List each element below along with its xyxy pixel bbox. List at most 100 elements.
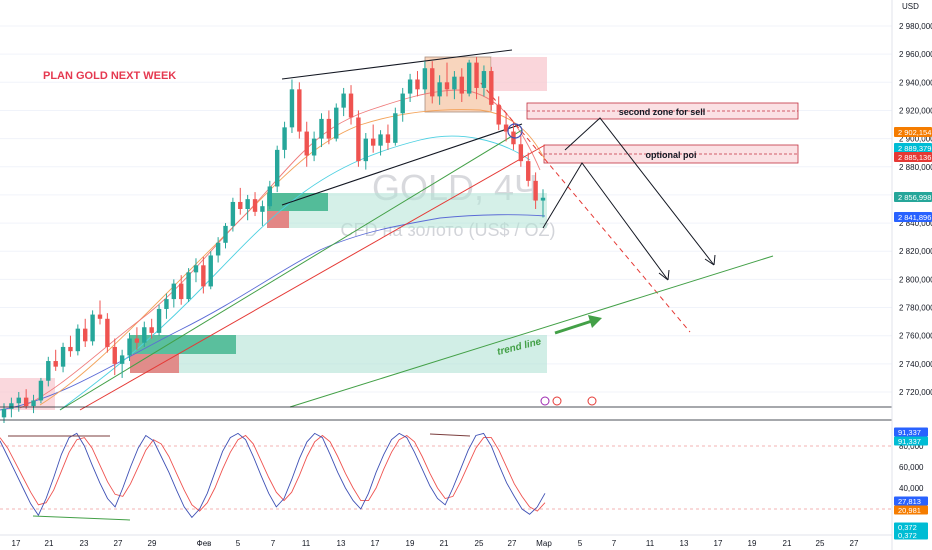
- candle-body: [304, 131, 309, 156]
- oscillator-axis: 40,000 60,000 80,000: [899, 442, 924, 493]
- candle-body: [385, 134, 391, 143]
- candle-body: [238, 201, 243, 209]
- candle-body: [533, 180, 538, 201]
- time-tick-label: 13: [337, 539, 346, 548]
- candle-body: [466, 62, 472, 94]
- candle-body: [274, 149, 280, 187]
- candle-body: [223, 225, 228, 243]
- candle-body: [186, 272, 191, 300]
- price-badge-label: 2 885,136: [898, 153, 931, 162]
- candle-body: [252, 199, 258, 212]
- time-tick-label: 21: [440, 539, 449, 548]
- candle-body: [356, 117, 361, 162]
- time-axis: 17 21 23 27 29 Фев 5 7 11 13 17 19 21 25 27 Мар 5 7 11 13 17…: [12, 539, 859, 548]
- candle-body: [105, 318, 110, 347]
- time-tick-label: 17: [12, 539, 21, 548]
- candle-body: [156, 308, 162, 333]
- candle-body: [489, 71, 494, 105]
- event-icons: [540, 396, 597, 406]
- price-badge: [894, 192, 932, 202]
- time-tick-label: 17: [371, 539, 380, 548]
- price-tick-label: 2 840,000: [899, 219, 932, 228]
- time-tick-label: Фев: [197, 539, 212, 548]
- stochastic-oscillator: [0, 432, 892, 521]
- candle-body: [289, 89, 295, 128]
- candle-body: [31, 400, 36, 407]
- candle-body: [496, 104, 501, 125]
- candle-body: [201, 265, 206, 287]
- candle-body: [112, 346, 117, 364]
- candle-body: [540, 197, 546, 201]
- osc-badge: [894, 436, 928, 446]
- candle-body: [415, 79, 420, 90]
- trend-line: [289, 255, 774, 408]
- bullish-ob-lower: [130, 335, 236, 354]
- candle-body: [430, 68, 435, 97]
- price-tick-label: 2 900,000: [899, 135, 932, 144]
- candle-body: [90, 314, 95, 342]
- price-tick-label: 2 800,000: [899, 275, 932, 284]
- osc-badge-label: 91,337: [898, 428, 921, 437]
- price-tick-label: 2 720,000: [899, 388, 932, 397]
- currency-label: USD: [902, 2, 919, 11]
- candle-body: [97, 314, 103, 319]
- candle-body: [193, 265, 199, 273]
- candle-body: [134, 338, 140, 343]
- bearish-ob-upper: [267, 211, 289, 228]
- candle-body: [245, 199, 250, 209]
- projection-arrow-2: [704, 254, 716, 266]
- time-tick-label: 29: [148, 539, 157, 548]
- candle-body: [149, 327, 154, 333]
- candle-body: [46, 361, 51, 381]
- trend-arrow-head: [588, 315, 602, 328]
- candle-body: [437, 82, 442, 97]
- time-tick-label: 27: [114, 539, 123, 548]
- candle-body: [230, 201, 236, 226]
- price-tick-label: 2 920,000: [899, 106, 932, 115]
- price-tick-label: 2 880,000: [899, 163, 932, 172]
- bullish-ob-upper: [267, 193, 328, 211]
- candle-body: [171, 283, 177, 300]
- candle-body: [38, 380, 44, 401]
- second-sell-zone-label: second zone for sell: [619, 107, 706, 117]
- candle-body: [481, 71, 487, 88]
- candle-body: [363, 138, 368, 162]
- projection-arrow-1: [658, 269, 670, 281]
- time-tick-label: 19: [748, 539, 757, 548]
- candle-body: [1, 408, 7, 418]
- price-badge: [894, 127, 932, 137]
- optional-poi-label: optional poi: [646, 150, 697, 160]
- candle-body: [452, 76, 457, 90]
- candle-body: [68, 346, 73, 352]
- candle-body: [164, 299, 169, 309]
- osc-tick-label: 60,000: [899, 463, 924, 472]
- candle-body: [348, 93, 354, 118]
- projection-path-2: [564, 117, 715, 266]
- osc-badge: [894, 496, 928, 506]
- candle-body: [16, 397, 21, 404]
- price-badge-label: 2 856,998: [898, 193, 931, 202]
- candle-body: [341, 93, 346, 108]
- candle-body: [127, 338, 132, 356]
- candle-body: [60, 346, 66, 367]
- time-tick-label: 17: [714, 539, 723, 548]
- candle-body: [311, 138, 317, 156]
- supply-zone-top: [424, 56, 492, 113]
- candle-body: [260, 206, 265, 212]
- time-tick-label: 23: [80, 539, 89, 548]
- candle-body: [518, 144, 524, 162]
- ma-blue: [0, 214, 546, 411]
- candle-body: [208, 255, 213, 287]
- candle-body: [282, 127, 287, 150]
- candle-body: [53, 361, 58, 367]
- osc-badge: [894, 505, 928, 515]
- ma-orange: [39, 109, 546, 406]
- price-tick-label: 2 980,000: [899, 22, 932, 31]
- candle-body: [319, 118, 324, 139]
- projection-path-1: [542, 162, 669, 281]
- green-rising-line: [59, 129, 523, 411]
- candlestick-series: [1, 56, 546, 423]
- time-tick-label: 25: [816, 539, 825, 548]
